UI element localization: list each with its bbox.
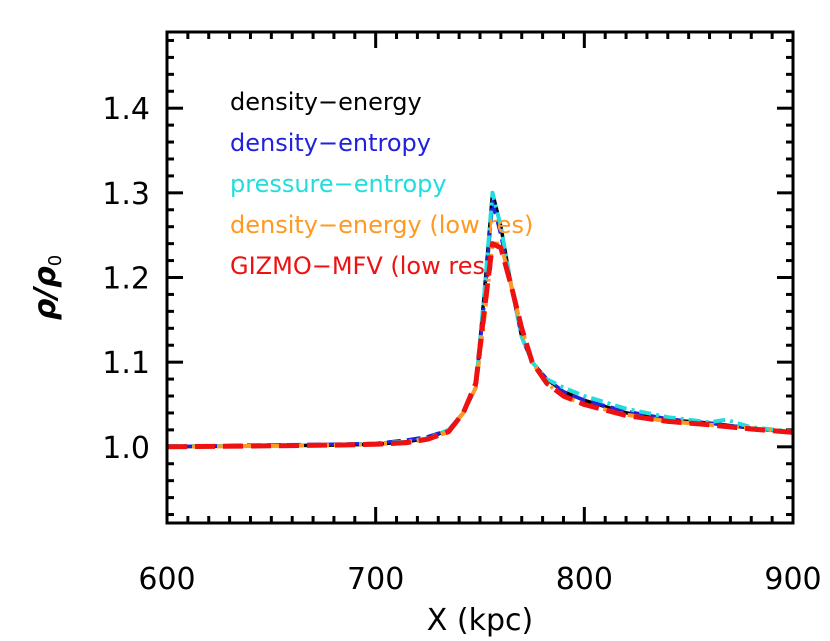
series-line-5 [166, 241, 794, 450]
svg-text:ρ/ρ0: ρ/ρ0 [28, 255, 66, 320]
legend-entry-5: GIZMO−MFV (low res) [230, 252, 494, 280]
x-tick-labels: 600 700 800 900 [138, 562, 821, 597]
y-axis-title-subscript: 0 [45, 255, 66, 266]
x-axis-title: X (kpc) [427, 603, 533, 638]
y-tick-label: 1.4 [102, 92, 150, 127]
y-axis-title: ρ/ρ0 [28, 255, 66, 320]
y-tick-labels: 1.0 1.1 1.2 1.3 1.4 [102, 92, 150, 466]
x-tick-label: 700 [347, 562, 404, 597]
legend: density−energy density−entropy pressure−en… [230, 88, 533, 280]
legend-entry-4: density−energy (low res) [230, 211, 533, 239]
y-tick-label: 1.0 [102, 431, 150, 466]
y-tick-label: 1.3 [102, 177, 150, 212]
x-tick-label: 600 [138, 562, 195, 597]
series-lines [166, 190, 794, 450]
plot-frame [165, 30, 795, 525]
legend-entry-3: pressure−entropy [230, 170, 447, 198]
y-axis-title-main: ρ/ρ [28, 266, 63, 320]
y-tick-label: 1.1 [102, 346, 150, 381]
legend-entry-2: density−entropy [230, 129, 431, 157]
x-tick-label: 900 [764, 562, 821, 597]
x-tick-label: 800 [556, 562, 613, 597]
y-tick-label: 1.2 [102, 262, 150, 297]
legend-entry-1: density−energy [230, 88, 422, 116]
